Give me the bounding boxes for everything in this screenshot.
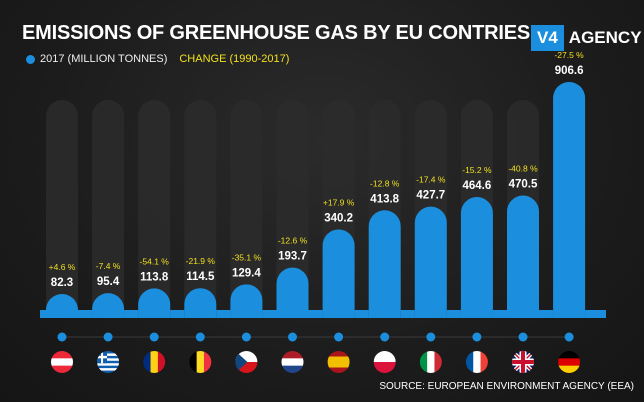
value-label: 113.8: [140, 271, 169, 283]
value-label: 464.6: [463, 180, 492, 192]
change-label: -17.4 %: [416, 175, 446, 185]
marker-dot: [149, 332, 159, 342]
marker-dot: [472, 332, 482, 342]
value-label: 470.5: [509, 179, 538, 191]
change-label: -21.9 %: [186, 256, 216, 266]
legend: 2017 (MILLION TONNES) CHANGE (1990-2017): [26, 53, 289, 65]
value-label: 129.4: [232, 267, 261, 279]
marker-dot: [334, 332, 344, 342]
bar: [46, 294, 78, 318]
poland-flag-icon: [373, 351, 396, 373]
germany-flag-icon: [558, 351, 581, 373]
value-label: 114.5: [186, 271, 215, 283]
legend-change: CHANGE (1990-2017): [179, 53, 290, 65]
change-label: -35.1 %: [232, 252, 262, 262]
change-label: -12.6 %: [278, 236, 308, 246]
czechia-flag-icon: [235, 351, 258, 373]
bar: [368, 210, 401, 318]
value-label: 906.6: [555, 65, 584, 77]
bar: [553, 82, 586, 318]
bar: [184, 288, 217, 318]
agency-logo: V4 AGENCY: [531, 25, 642, 51]
marker-dot: [426, 332, 436, 342]
ghost-bar: [138, 100, 171, 318]
change-label: -27.5 %: [554, 50, 584, 60]
greece-flag-icon: [97, 351, 120, 373]
change-label: +17.9 %: [323, 197, 355, 207]
legend-2017: 2017 (MILLION TONNES): [40, 53, 168, 65]
bar: [276, 267, 309, 318]
marker-dot: [103, 332, 113, 342]
logo-mark: V4: [531, 25, 564, 51]
chart-title: EMISSIONS OF GREENHOUSE GAS BY EU CONTRI…: [22, 22, 530, 44]
change-label: -40.8 %: [508, 164, 538, 174]
bar: [460, 197, 493, 318]
ghost-bar: [184, 100, 217, 318]
source-note: SOURCE: EUROPEAN ENVIRONMENT AGENCY (EEA…: [379, 381, 634, 392]
bar: [230, 284, 263, 318]
bar: [138, 288, 171, 318]
value-label: 95.4: [97, 276, 120, 288]
value-label: 413.8: [370, 193, 399, 205]
marker-dot: [288, 332, 297, 342]
change-label: -54.1 %: [140, 256, 170, 266]
legend-dot-icon: [26, 54, 35, 64]
romania-flag-icon: [143, 351, 166, 373]
marker-dot: [380, 332, 390, 342]
netherlands-flag-icon: [281, 351, 304, 373]
change-label: -12.8 %: [370, 178, 400, 188]
marker-dot: [241, 332, 251, 342]
bar: [507, 195, 539, 318]
ghost-bar: [276, 100, 309, 318]
marker-dot: [195, 332, 205, 342]
belgium-flag-icon: [189, 351, 212, 373]
value-label: 193.7: [278, 251, 307, 263]
ghost-bar: [230, 100, 263, 318]
logo-name: AGENCY: [568, 28, 642, 47]
change-label: -15.2 %: [462, 165, 492, 175]
ghost-bar: [92, 100, 125, 318]
bar: [92, 293, 125, 318]
austria-flag-icon: [51, 351, 73, 373]
value-label: 427.7: [416, 190, 445, 202]
value-label: 340.2: [324, 212, 353, 224]
marker-dot: [57, 332, 67, 342]
italy-flag-icon: [419, 351, 442, 373]
change-label: +4.6 %: [49, 262, 76, 272]
spain-flag-icon: [327, 351, 350, 373]
france-flag-icon: [465, 351, 488, 373]
marker-dot: [564, 332, 574, 342]
change-label: -7.4 %: [96, 261, 121, 271]
marker-dot: [518, 332, 528, 342]
value-label: 82.3: [51, 277, 73, 289]
bar: [414, 206, 447, 318]
ghost-bar: [46, 100, 78, 318]
uk-flag-icon: [512, 351, 534, 373]
bar: [322, 229, 355, 318]
